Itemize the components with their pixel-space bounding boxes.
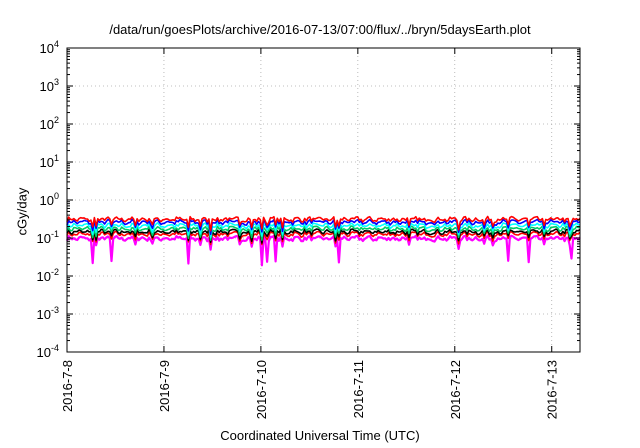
series-line	[66, 215, 581, 232]
x-tick-label: 2016-7-13	[545, 360, 560, 419]
y-tick-exponent: 0	[54, 191, 59, 201]
series-line	[66, 218, 581, 236]
x-axis-label: Coordinated Universal Time (UTC)	[220, 428, 420, 443]
y-tick-label: 102	[40, 115, 59, 132]
y-tick-label: 10-4	[37, 343, 59, 360]
x-tick-label: 2016-7-8	[60, 360, 75, 412]
y-tick-label: 10-3	[37, 305, 59, 322]
series-line	[66, 228, 581, 244]
series-line	[66, 230, 581, 246]
x-tick-label: 2016-7-11	[351, 360, 366, 418]
y-tick-exponent: -2	[51, 267, 59, 277]
y-tick-label: 104	[40, 39, 59, 56]
series-line	[66, 225, 581, 241]
y-tick-exponent: 4	[54, 39, 59, 49]
y-axis-label: cGy/day	[14, 187, 30, 236]
series-line	[65, 234, 581, 267]
y-tick-exponent: -4	[51, 343, 59, 353]
y-tick-label: 10-2	[37, 267, 59, 284]
chart-title: /data/run/goesPlots/archive/2016-07-13/0…	[109, 22, 531, 37]
y-tick-exponent: -3	[51, 305, 59, 315]
y-tick-exponent: 3	[54, 77, 59, 87]
x-tick-label: 2016-7-10	[254, 360, 269, 419]
series-group	[65, 215, 581, 267]
grid-lines	[67, 48, 580, 352]
y-tick-label: 103	[40, 77, 59, 94]
x-axis: 2016-7-8 2016-7-9 2016-7-10 2016-7-11 2016-7…	[60, 48, 560, 419]
series-line	[66, 221, 581, 239]
y-tick-exponent: 2	[54, 115, 59, 125]
y-tick-label: 101	[40, 153, 59, 170]
x-tick-label: 2016-7-9	[157, 360, 172, 412]
y-tick-exponent: -1	[51, 229, 59, 239]
y-tick-label: 100	[40, 191, 59, 208]
y-tick-exponent: 1	[54, 153, 59, 163]
x-tick-label: 2016-7-12	[448, 360, 463, 419]
y-tick-label: 10-1	[37, 229, 59, 246]
